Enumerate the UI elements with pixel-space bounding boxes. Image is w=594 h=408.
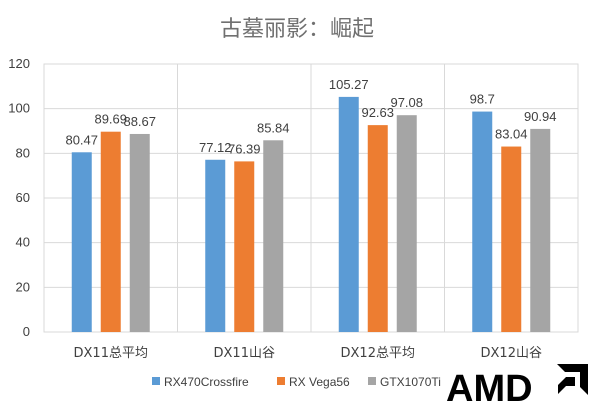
axes: 0 20 40 60 80 100 120 DX11总平均 DX11山谷 DX12总平均 DX12山… [8,56,542,361]
legend-label: RX Vega56 [289,375,350,389]
data-label: 85.84 [257,120,290,135]
x-tick-label: DX12山谷 [481,346,542,361]
bar-rx470crossfire-1 [205,159,226,332]
bar-rx470crossfire-3 [472,111,493,332]
amd-logo: AMD [446,364,588,408]
data-label: 77.12 [199,140,232,155]
legend-swatch [368,377,376,385]
bar-gtx1070ti-3 [530,128,551,332]
y-tick-label: 60 [16,190,30,205]
y-tick-label: 40 [16,235,30,250]
data-label: 88.67 [123,114,156,129]
data-label: 83.04 [495,127,528,142]
bar-rx470crossfire-0 [71,152,92,332]
data-label: 105.27 [329,77,369,92]
amd-arrow-icon [557,364,588,395]
data-label: 89.69 [94,112,127,127]
grid [43,63,579,333]
bar-gtx1070ti-1 [263,140,284,332]
data-label: 92.63 [361,105,394,120]
data-label: 76.39 [228,141,261,156]
bar-rx470crossfire-2 [338,96,359,332]
y-tick-label: 100 [8,101,30,116]
bar-gtx1070ti-2 [396,115,417,332]
data-label: 90.94 [524,109,557,124]
y-tick-label: 80 [16,145,30,160]
y-tick-label: 20 [16,279,30,294]
x-tick-label: DX12总平均 [341,346,415,361]
y-tick-label: 120 [8,56,30,71]
data-label: 80.47 [65,132,98,147]
legend-label: GTX1070Ti [380,375,441,389]
y-tick-label: 0 [23,324,30,339]
x-tick-label: DX11山谷 [214,346,275,361]
bar-rx-vega56-2 [367,125,388,332]
amd-logo-text: AMD [446,368,533,408]
x-tick-label: DX11总平均 [74,346,148,361]
data-label: 98.7 [470,92,495,107]
data-label: 97.08 [390,95,423,110]
bars [71,96,551,332]
bar-rx-vega56-0 [100,131,121,332]
bar-rx-vega56-1 [234,161,255,332]
legend-swatch [152,377,160,385]
legend-swatch [277,377,285,385]
bar-rx-vega56-3 [501,146,522,332]
bar-gtx1070ti-0 [129,133,150,332]
legend: RX470Crossfire RX Vega56 GTX1070Ti [152,375,441,389]
chart-title: 古墓丽影：崛起 [220,17,374,42]
legend-label: RX470Crossfire [164,375,249,389]
